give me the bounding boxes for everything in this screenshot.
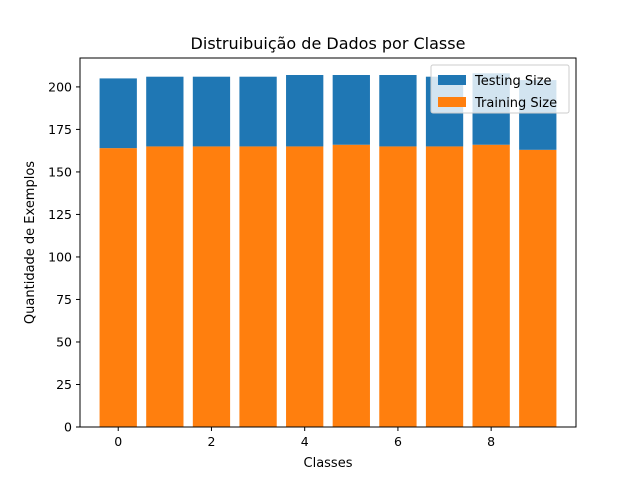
y-tick-label: 200 — [48, 79, 72, 94]
legend: Testing Size Training Size — [430, 64, 570, 114]
bar-training-size-class-4 — [286, 146, 324, 428]
bar-testing-size-class-6 — [379, 75, 417, 147]
bar-training-size-class-5 — [332, 144, 370, 427]
chart-title: Distruibuição de Dados por Classe — [191, 34, 466, 53]
y-tick-label: 25 — [56, 377, 72, 392]
bar-testing-size-class-0 — [99, 78, 137, 149]
x-tick-label: 8 — [487, 434, 495, 449]
legend-label-training-size: Training Size — [474, 96, 557, 111]
bar-testing-size-class-1 — [146, 76, 184, 147]
y-axis-ticks: 0 25 50 75 100 125 150 175 200 — [48, 79, 80, 435]
y-axis-label: Quantidade de Exemplos — [23, 161, 38, 324]
bar-training-size-class-6 — [379, 146, 417, 428]
x-tick-label: 4 — [301, 434, 309, 449]
bars-group — [99, 73, 557, 428]
bar-training-size-class-7 — [425, 146, 464, 428]
y-tick-label: 50 — [56, 334, 72, 349]
bar-testing-size-class-2 — [192, 76, 231, 147]
bar-testing-size-class-4 — [286, 75, 324, 147]
y-tick-label: 0 — [64, 420, 72, 435]
bar-testing-size-class-5 — [332, 75, 370, 145]
bar-training-size-class-1 — [146, 146, 184, 428]
y-tick-label: 150 — [48, 164, 72, 179]
y-tick-label: 125 — [48, 207, 72, 222]
bar-training-size-class-3 — [239, 146, 277, 428]
y-tick-label: 75 — [56, 292, 72, 307]
x-axis-label: Classes — [304, 456, 353, 471]
x-tick-label: 6 — [394, 434, 402, 449]
bar-training-size-class-0 — [99, 148, 137, 427]
bar-training-size-class-8 — [472, 144, 510, 427]
x-axis-ticks: 0 2 4 6 8 — [114, 427, 495, 449]
y-tick-label: 175 — [48, 122, 72, 137]
legend-label-testing-size: Testing Size — [474, 74, 552, 89]
bar-training-size-class-2 — [192, 146, 231, 428]
plot-area-frame — [79, 57, 577, 428]
y-tick-label: 100 — [48, 249, 72, 264]
x-tick-label: 0 — [114, 434, 122, 449]
bar-testing-size-class-3 — [239, 76, 277, 147]
legend-swatch-testing-size — [438, 75, 466, 85]
x-tick-label: 2 — [207, 434, 215, 449]
legend-swatch-training-size — [438, 97, 466, 107]
bar-training-size-class-9 — [519, 149, 557, 427]
